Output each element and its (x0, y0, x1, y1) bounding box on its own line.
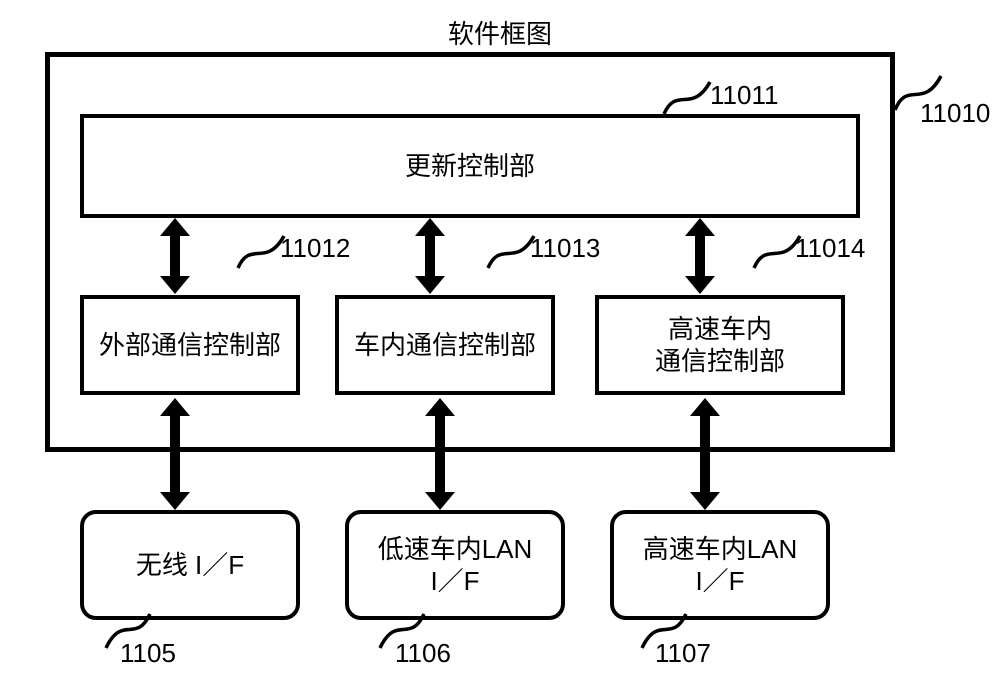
num-1105: 1105 (120, 638, 176, 669)
hs-ctrl-l2: 通信控制部 (655, 346, 785, 376)
num-11011: 11011 (710, 80, 778, 111)
hs-in-vehicle-comm-ctrl-box: 高速车内 通信控制部 (595, 295, 845, 395)
num-1106: 1106 (395, 638, 451, 669)
hs-ctrl-l1: 高速车内 (668, 314, 772, 344)
in-vehicle-comm-ctrl-box: 车内通信控制部 (335, 295, 555, 395)
hslan-l2: I／F (695, 566, 744, 596)
diagram-title: 软件框图 (0, 14, 1000, 51)
lslan-l1: 低速车内LAN (378, 534, 533, 564)
hs-lan-if-box: 高速车内LAN I／F (610, 510, 830, 620)
wireless-if-box: 无线 I／F (80, 510, 300, 620)
num-11012: 11012 (280, 233, 350, 264)
in-vehicle-comm-ctrl-label: 车内通信控制部 (354, 329, 536, 362)
hs-in-vehicle-comm-ctrl-label: 高速车内 通信控制部 (655, 313, 785, 378)
hslan-l1: 高速车内LAN (643, 534, 798, 564)
ext-comm-ctrl-label: 外部通信控制部 (99, 329, 281, 362)
lslan-l2: I／F (430, 566, 479, 596)
ls-lan-if-label: 低速车内LAN I／F (378, 533, 533, 598)
wireless-if-label: 无线 I／F (136, 549, 244, 582)
num-1107: 1107 (655, 638, 711, 669)
update-control-label: 更新控制部 (405, 150, 535, 183)
update-control-box: 更新控制部 (80, 114, 860, 218)
num-11013: 11013 (530, 233, 600, 264)
ext-comm-ctrl-box: 外部通信控制部 (80, 295, 300, 395)
hs-lan-if-label: 高速车内LAN I／F (643, 533, 798, 598)
ls-lan-if-box: 低速车内LAN I／F (345, 510, 565, 620)
diagram-canvas: 软件框图 11010 更新控制部 11011 外部通信控制部 11012 车内通… (0, 0, 1000, 675)
num-11014: 11014 (795, 233, 865, 264)
num-11010: 11010 (920, 98, 990, 129)
